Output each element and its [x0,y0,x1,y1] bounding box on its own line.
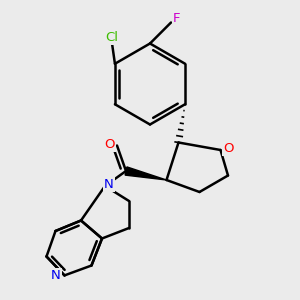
Text: Cl: Cl [105,31,119,44]
Text: F: F [173,12,180,26]
Polygon shape [125,167,166,180]
Text: N: N [51,269,61,282]
Text: N: N [104,178,113,191]
Text: O: O [104,137,115,151]
Text: O: O [223,142,233,155]
